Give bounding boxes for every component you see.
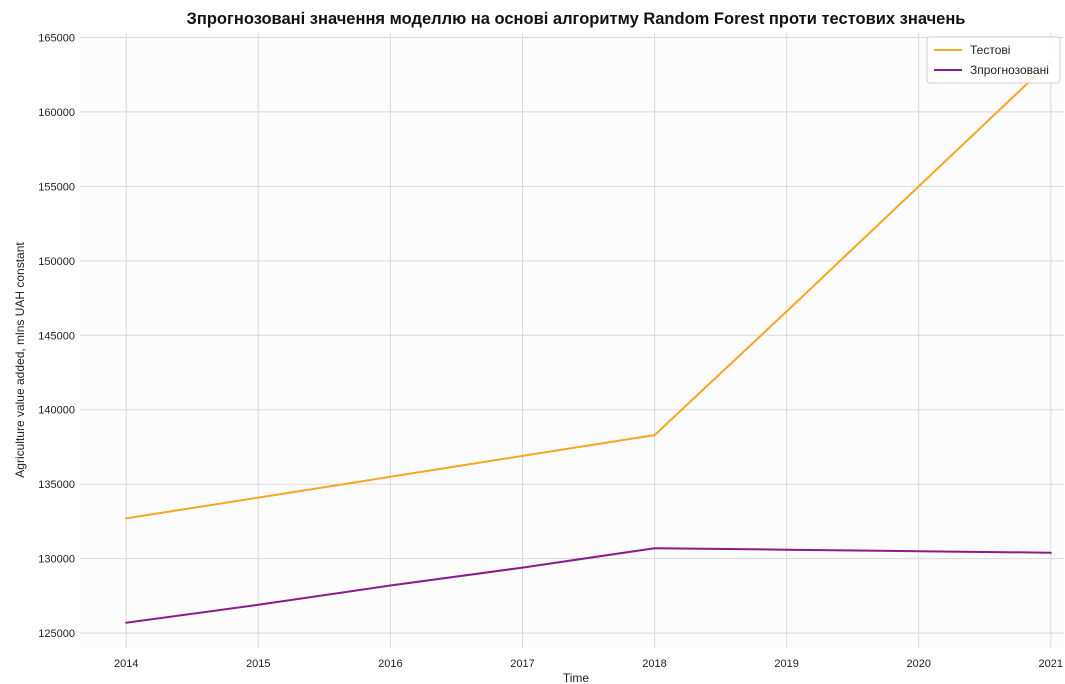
chart-title: Зпрогнозовані значення моделлю на основі… xyxy=(187,10,966,28)
x-tick-label: 2019 xyxy=(774,658,798,670)
gridlines xyxy=(80,33,1064,648)
y-tick-label: 165000 xyxy=(38,32,75,44)
x-axis-ticks: 2014 2015 2016 2017 2018 2019 2020 2021 xyxy=(114,658,1063,670)
y-axis-label: Agriculture value added, mlns UAH consta… xyxy=(13,242,27,478)
legend-label-zprognozovani: Зпрогнозовані xyxy=(970,63,1049,77)
y-tick-label: 155000 xyxy=(38,181,75,193)
x-tick-label: 2017 xyxy=(510,658,534,670)
y-tick-label: 160000 xyxy=(38,107,75,119)
plot-area xyxy=(80,33,1064,648)
x-tick-label: 2021 xyxy=(1039,658,1063,670)
x-tick-label: 2016 xyxy=(378,658,402,670)
legend-label-testovi: Тестові xyxy=(970,43,1010,57)
x-tick-label: 2014 xyxy=(114,658,138,670)
series-line-0 xyxy=(125,60,1052,520)
y-tick-label: 145000 xyxy=(38,330,75,342)
series-lines xyxy=(125,60,1052,624)
y-tick-label: 135000 xyxy=(38,479,75,491)
y-axis-ticks: 125000 130000 135000 140000 145000 150000 1550… xyxy=(38,32,75,640)
y-tick-label: 125000 xyxy=(38,628,75,640)
x-axis-label: Time xyxy=(563,671,590,684)
legend: Тестові Зпрогнозовані xyxy=(926,36,1061,84)
legend-box xyxy=(926,36,1061,84)
y-tick-label: 130000 xyxy=(38,554,75,566)
x-tick-label: 2020 xyxy=(906,658,930,670)
x-tick-label: 2018 xyxy=(642,658,666,670)
y-tick-label: 140000 xyxy=(38,405,75,417)
y-tick-label: 150000 xyxy=(38,256,75,268)
series-line-1 xyxy=(125,547,1052,624)
x-tick-label: 2015 xyxy=(246,658,270,670)
